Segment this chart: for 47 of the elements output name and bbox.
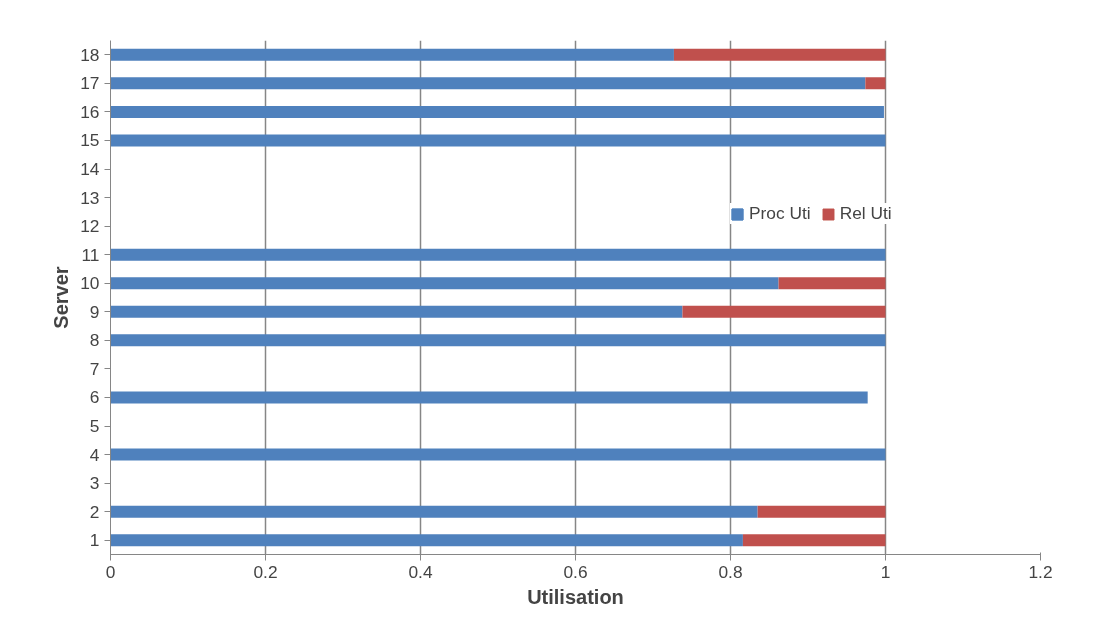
bar [110,248,886,261]
y-tick-label: 10 [80,273,100,294]
y-tick-label: 9 [89,301,100,322]
bar [757,505,886,518]
bar [110,134,886,147]
y-tick-label: 6 [89,387,100,408]
bar [778,277,886,290]
y-tick-label: 16 [80,101,100,122]
legend-label: Rel Uti [839,203,892,224]
x-tick-label: 0.6 [563,561,588,582]
y-tick-label: 3 [89,473,100,494]
y-tick-label: 12 [80,216,100,237]
bar [110,305,683,318]
bar [682,305,886,318]
y-tick-label: 8 [89,330,100,351]
bar [865,77,886,90]
bar [110,48,674,61]
bar [110,77,866,90]
x-tick-label: 0.8 [718,561,743,582]
x-tick-label: 0.4 [408,561,433,582]
y-tick-label: 7 [89,358,100,379]
legend-label: Proc Uti [749,203,811,224]
y-tick-label: 11 [81,244,100,265]
bar [110,391,868,404]
bar [742,534,886,547]
y-tick-label: 4 [89,444,100,465]
x-tick-label: 1 [880,561,891,582]
y-tick-label: 1 [89,530,100,551]
y-axis-title: Server [50,266,73,329]
x-tick-label: 0 [105,561,116,582]
x-tick-label: 0.2 [253,561,278,582]
y-tick-label: 15 [80,130,100,151]
y-tick-label: 5 [89,416,100,436]
bar [110,105,884,118]
y-tick-label: 17 [80,73,100,94]
bar [110,334,886,347]
x-tick-label: 1.2 [1028,561,1053,582]
bar [110,448,886,461]
y-tick-label: 14 [80,159,100,179]
bar [110,277,779,290]
bar [110,534,743,547]
y-tick-label: 18 [80,44,100,65]
bar [110,505,758,518]
bar [673,48,886,61]
x-axis-title: Utilisation [527,585,624,608]
y-tick-label: 13 [80,187,100,208]
y-tick-label: 2 [89,501,100,522]
